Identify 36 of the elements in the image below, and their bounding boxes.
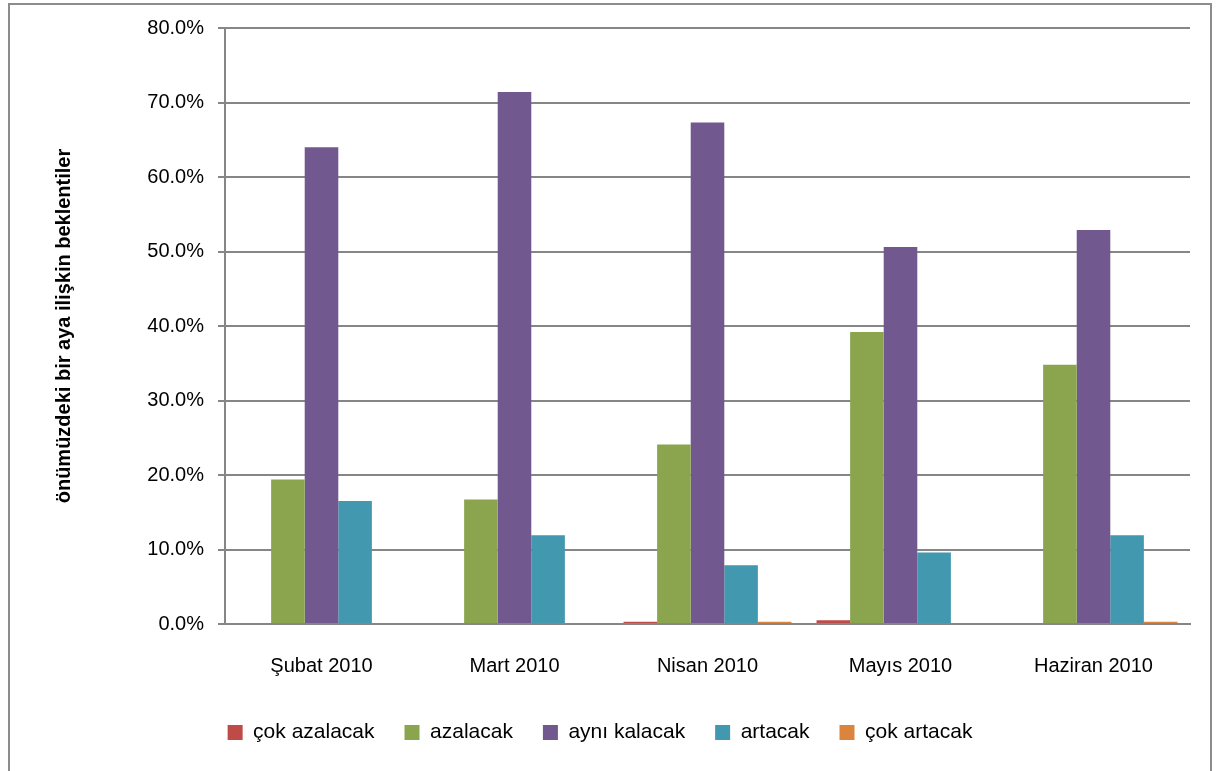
x-tick-label: Haziran 2010 xyxy=(1034,653,1153,676)
bar xyxy=(883,247,918,623)
bar xyxy=(464,499,498,623)
bar xyxy=(690,122,725,623)
bar xyxy=(816,620,851,623)
y-tick-label: 20.0% xyxy=(147,462,205,485)
y-tick-label: 40.0% xyxy=(147,313,205,336)
bar xyxy=(531,535,565,623)
y-tick-label: 70.0% xyxy=(147,90,205,113)
y-tick-label: 10.0% xyxy=(147,537,205,560)
bar xyxy=(657,444,691,623)
y-tick-label: 30.0% xyxy=(147,388,205,411)
bar xyxy=(1110,535,1144,623)
legend-label: çok artacak xyxy=(865,719,973,743)
bar xyxy=(338,501,372,623)
x-tick-label: Mayıs 2010 xyxy=(848,653,953,676)
bar xyxy=(724,565,758,623)
legend-label: azalacak xyxy=(430,719,514,743)
bar xyxy=(497,92,532,623)
y-tick-label: 50.0% xyxy=(147,239,205,262)
y-tick-label: 80.0% xyxy=(147,15,205,38)
bar xyxy=(917,552,951,623)
bar xyxy=(271,479,305,623)
x-tick-label: Mart 2010 xyxy=(469,653,560,676)
y-tick-label: 60.0% xyxy=(147,164,205,187)
legend-label: artacak xyxy=(740,719,810,743)
y-tick-label: 0.0% xyxy=(158,611,205,634)
x-tick-label: Nisan 2010 xyxy=(656,653,759,676)
bar xyxy=(304,147,339,623)
bar xyxy=(1076,229,1111,623)
legend-label: aynı kalacak xyxy=(568,719,686,743)
legend-label: çok azalacak xyxy=(253,719,376,743)
y-axis-title: önümüzdeki bir aya ilişkin beklentiler xyxy=(51,148,74,504)
bar xyxy=(1043,364,1077,623)
bar xyxy=(850,331,884,623)
x-tick-label: Şubat 2010 xyxy=(270,653,373,676)
